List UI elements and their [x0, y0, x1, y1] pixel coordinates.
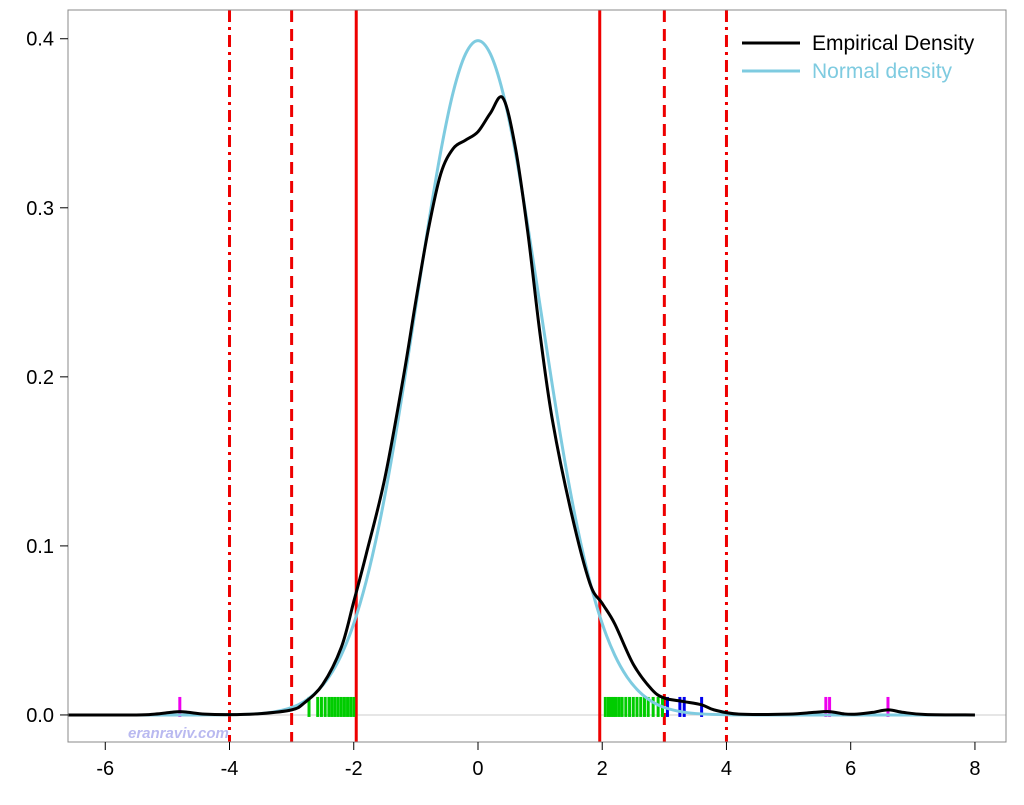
x-tick-label: -6 [96, 758, 114, 780]
plot-frame [67, 9, 1007, 743]
legend-label: Normal density [812, 60, 953, 83]
y-tick-label: 0.1 [26, 536, 54, 558]
y-tick-label: 0.4 [26, 29, 54, 51]
density-curves [67, 39, 975, 717]
series-line-normal [67, 39, 975, 717]
legend-label: Empirical Density [812, 32, 975, 55]
x-tick-label: -4 [221, 758, 239, 780]
x-tick-label: 6 [845, 758, 856, 780]
y-tick-label: 0.2 [26, 367, 54, 389]
x-tick-label: 2 [597, 758, 608, 780]
series-line-empirical [67, 95, 975, 717]
x-tick-label: -2 [345, 758, 363, 780]
x-tick-label: 0 [472, 758, 483, 780]
axes: -6 -4 -2 0 2 4 6 8 0.0 0.1 0.2 0.3 0.4 [26, 9, 1007, 780]
legend: Empirical Density Normal density [742, 32, 975, 83]
y-tick-label: 0.3 [26, 198, 54, 220]
watermark-text: eranraviv.com [128, 725, 229, 742]
x-tick-label: 4 [721, 758, 732, 780]
y-tick-label: 0.0 [26, 705, 54, 727]
x-tick-label: 8 [969, 758, 980, 780]
reference-vertical-lines [228, 10, 728, 742]
